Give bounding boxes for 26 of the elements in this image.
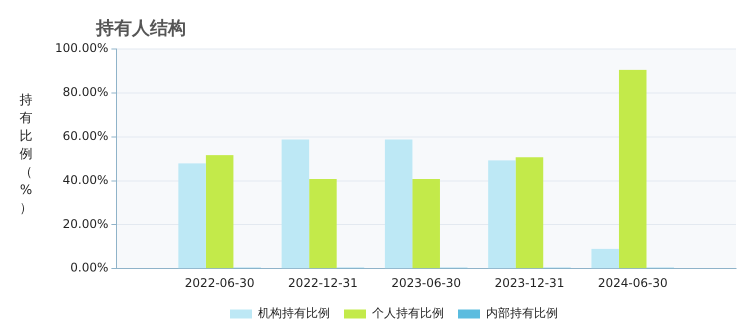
bar <box>384 139 412 268</box>
y-tick-label: 0.00% <box>70 260 108 275</box>
x-tick-label: 2022-06-30 <box>184 276 255 290</box>
bar <box>618 70 646 268</box>
legend-label: 内部持有比例 <box>486 306 558 320</box>
y-tick-label: 60.00% <box>62 128 108 143</box>
bar <box>178 163 206 268</box>
bar <box>488 160 516 268</box>
y-tick-label: 100.00% <box>55 41 108 56</box>
chart-title: 持有人结构 <box>96 17 186 40</box>
y-tick-label: 20.00% <box>62 216 108 231</box>
y-tick-label: 40.00% <box>62 172 108 187</box>
bar <box>282 139 310 268</box>
x-tick-label: 2023-06-30 <box>391 276 462 290</box>
bar <box>516 157 544 268</box>
bar <box>412 179 440 268</box>
y-tick-label: 80.00% <box>62 85 108 100</box>
legend-label: 机构持有比例 <box>258 306 330 320</box>
x-tick-label: 2022-12-31 <box>288 276 358 290</box>
y-axis-title: 持有比例（%） <box>18 92 34 218</box>
bar <box>206 155 234 268</box>
x-tick-label: 2024-06-30 <box>598 276 668 290</box>
x-tick-label: 2023-12-31 <box>494 276 564 290</box>
legend-label: 个人持有比例 <box>372 306 444 320</box>
bar <box>591 248 619 268</box>
bar <box>309 179 337 268</box>
